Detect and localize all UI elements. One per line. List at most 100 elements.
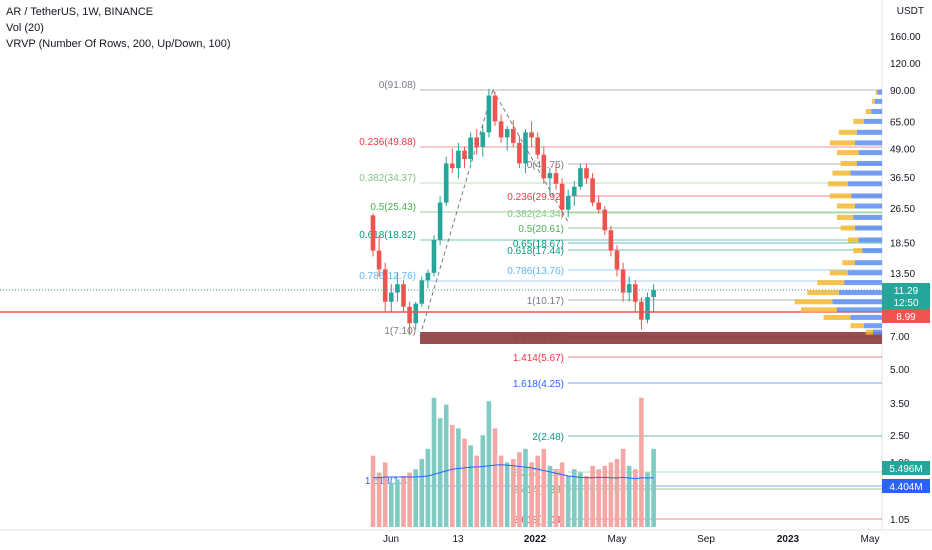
volume-profile-up — [855, 140, 882, 146]
volume-profile-up — [847, 181, 882, 187]
y-tick-label: 26.50 — [890, 204, 915, 215]
volume-bar — [425, 448, 431, 527]
x-tick-label: 13 — [452, 534, 464, 545]
chart-title: AR / TetherUS, 1W, BINANCE — [6, 6, 154, 18]
candle-body — [651, 290, 656, 298]
candle-body — [389, 292, 394, 302]
y-tick-label: 36.50 — [890, 173, 915, 184]
volume-bar — [602, 465, 608, 527]
volume-bar — [401, 476, 406, 527]
x-tick-label: 2023 — [777, 534, 800, 545]
fib-level-label: 0.5(20.61) — [518, 224, 564, 235]
volume-profile-down — [872, 98, 875, 104]
candle-body — [553, 173, 559, 184]
volume-bar — [511, 459, 516, 527]
volume-profile-down — [837, 203, 855, 209]
fib-level-label: 0.236(29.92) — [507, 192, 564, 203]
vrvp-indicator-label[interactable]: VRVP (Number Of Rows, 200, Up/Down, 100) — [6, 38, 231, 50]
volume-profile-up — [855, 225, 882, 231]
candle-body — [376, 250, 382, 270]
volume-profile-down — [823, 314, 851, 320]
currency-label: USDT — [896, 6, 924, 17]
candle-body — [395, 284, 400, 293]
candle-body — [419, 280, 425, 304]
volume-profile-up — [853, 214, 882, 220]
candle-body — [468, 137, 473, 159]
volume-bar — [626, 465, 632, 527]
volume-profile-down — [829, 140, 855, 146]
candle-body — [523, 132, 528, 164]
candle-body — [492, 95, 498, 122]
x-tick-label: May — [608, 534, 627, 545]
fib-level-label: 0.618(17.44) — [507, 246, 564, 257]
volume-bar — [462, 438, 467, 527]
volume-profile-down — [865, 109, 872, 115]
y-tick-label: 160.00 — [890, 32, 921, 43]
volume-bar — [395, 479, 400, 527]
volume-profile-down — [847, 237, 859, 243]
volume-bar — [645, 472, 650, 527]
fib-level-label: 1(7.10) — [384, 326, 416, 337]
candle-body — [541, 154, 547, 179]
volume-profile-up — [837, 307, 882, 313]
volume-bar — [547, 465, 553, 527]
volume-profile-up — [856, 129, 882, 135]
candle-body — [639, 301, 644, 320]
fib-level-label: 1.618(1.47) — [365, 476, 416, 487]
volume-profile-down — [865, 329, 873, 335]
fib-anchor-line — [419, 89, 494, 337]
fib-level-label: 0.236(49.88) — [359, 137, 416, 148]
volume-bar — [614, 459, 620, 527]
candle-body — [431, 239, 437, 273]
candle-body — [486, 95, 492, 133]
volume-indicator-label[interactable]: Vol (20) — [6, 22, 44, 34]
candle-body — [565, 195, 571, 210]
candle-body — [547, 173, 553, 179]
volume-bar — [584, 476, 589, 527]
volume-profile-up — [874, 98, 882, 104]
candle-body — [474, 137, 479, 147]
y-tick-label: 5.00 — [890, 365, 910, 376]
volume-profile-down — [838, 129, 857, 135]
fib-level-label: 0.65(18.67) — [513, 239, 564, 250]
candle-body — [529, 132, 534, 138]
volume-profile-up — [864, 118, 882, 124]
price-tag — [882, 283, 930, 297]
candle-body — [443, 163, 449, 203]
y-tick-label: 90.00 — [890, 86, 915, 97]
volume-bar — [553, 469, 559, 527]
candle-body — [437, 202, 443, 240]
volume-bar — [431, 397, 437, 527]
fib-level-label: 1(10.17) — [527, 296, 564, 307]
volume-profile-up — [832, 299, 882, 305]
y-tick-label: 49.00 — [890, 145, 915, 156]
volume-profile-up — [850, 314, 882, 320]
volume-profile-down — [853, 248, 863, 254]
volume-profile-up — [877, 89, 882, 95]
volume-bar — [492, 428, 498, 527]
y-tick-label: 2.50 — [890, 431, 910, 442]
volume-bar — [517, 452, 522, 527]
volume-bar — [407, 472, 412, 527]
candle-body — [407, 306, 412, 324]
volume-bar — [596, 469, 601, 527]
volume-bar — [443, 404, 449, 527]
volume-bar — [529, 462, 534, 527]
volume-profile-up — [855, 203, 882, 209]
volume-bar — [523, 448, 528, 527]
volume-profile-down — [840, 225, 855, 231]
volume-profile-down — [829, 193, 852, 199]
fib-level-label: 0(91.08) — [379, 80, 416, 91]
volume-bar — [620, 448, 626, 527]
volume-profile-up — [847, 270, 882, 276]
y-tick-label: 3.50 — [890, 399, 910, 410]
volume-tag — [882, 479, 930, 493]
candle-body — [614, 250, 620, 270]
volume-profile-up — [851, 193, 882, 199]
fib-level-label: 0.618(18.82) — [359, 230, 416, 241]
fib-level-label: 1.618(4.25) — [513, 379, 564, 390]
y-tick-label: 13.50 — [890, 269, 915, 280]
volume-bar — [590, 465, 595, 527]
price-tag-label: 11.29 — [894, 286, 919, 297]
